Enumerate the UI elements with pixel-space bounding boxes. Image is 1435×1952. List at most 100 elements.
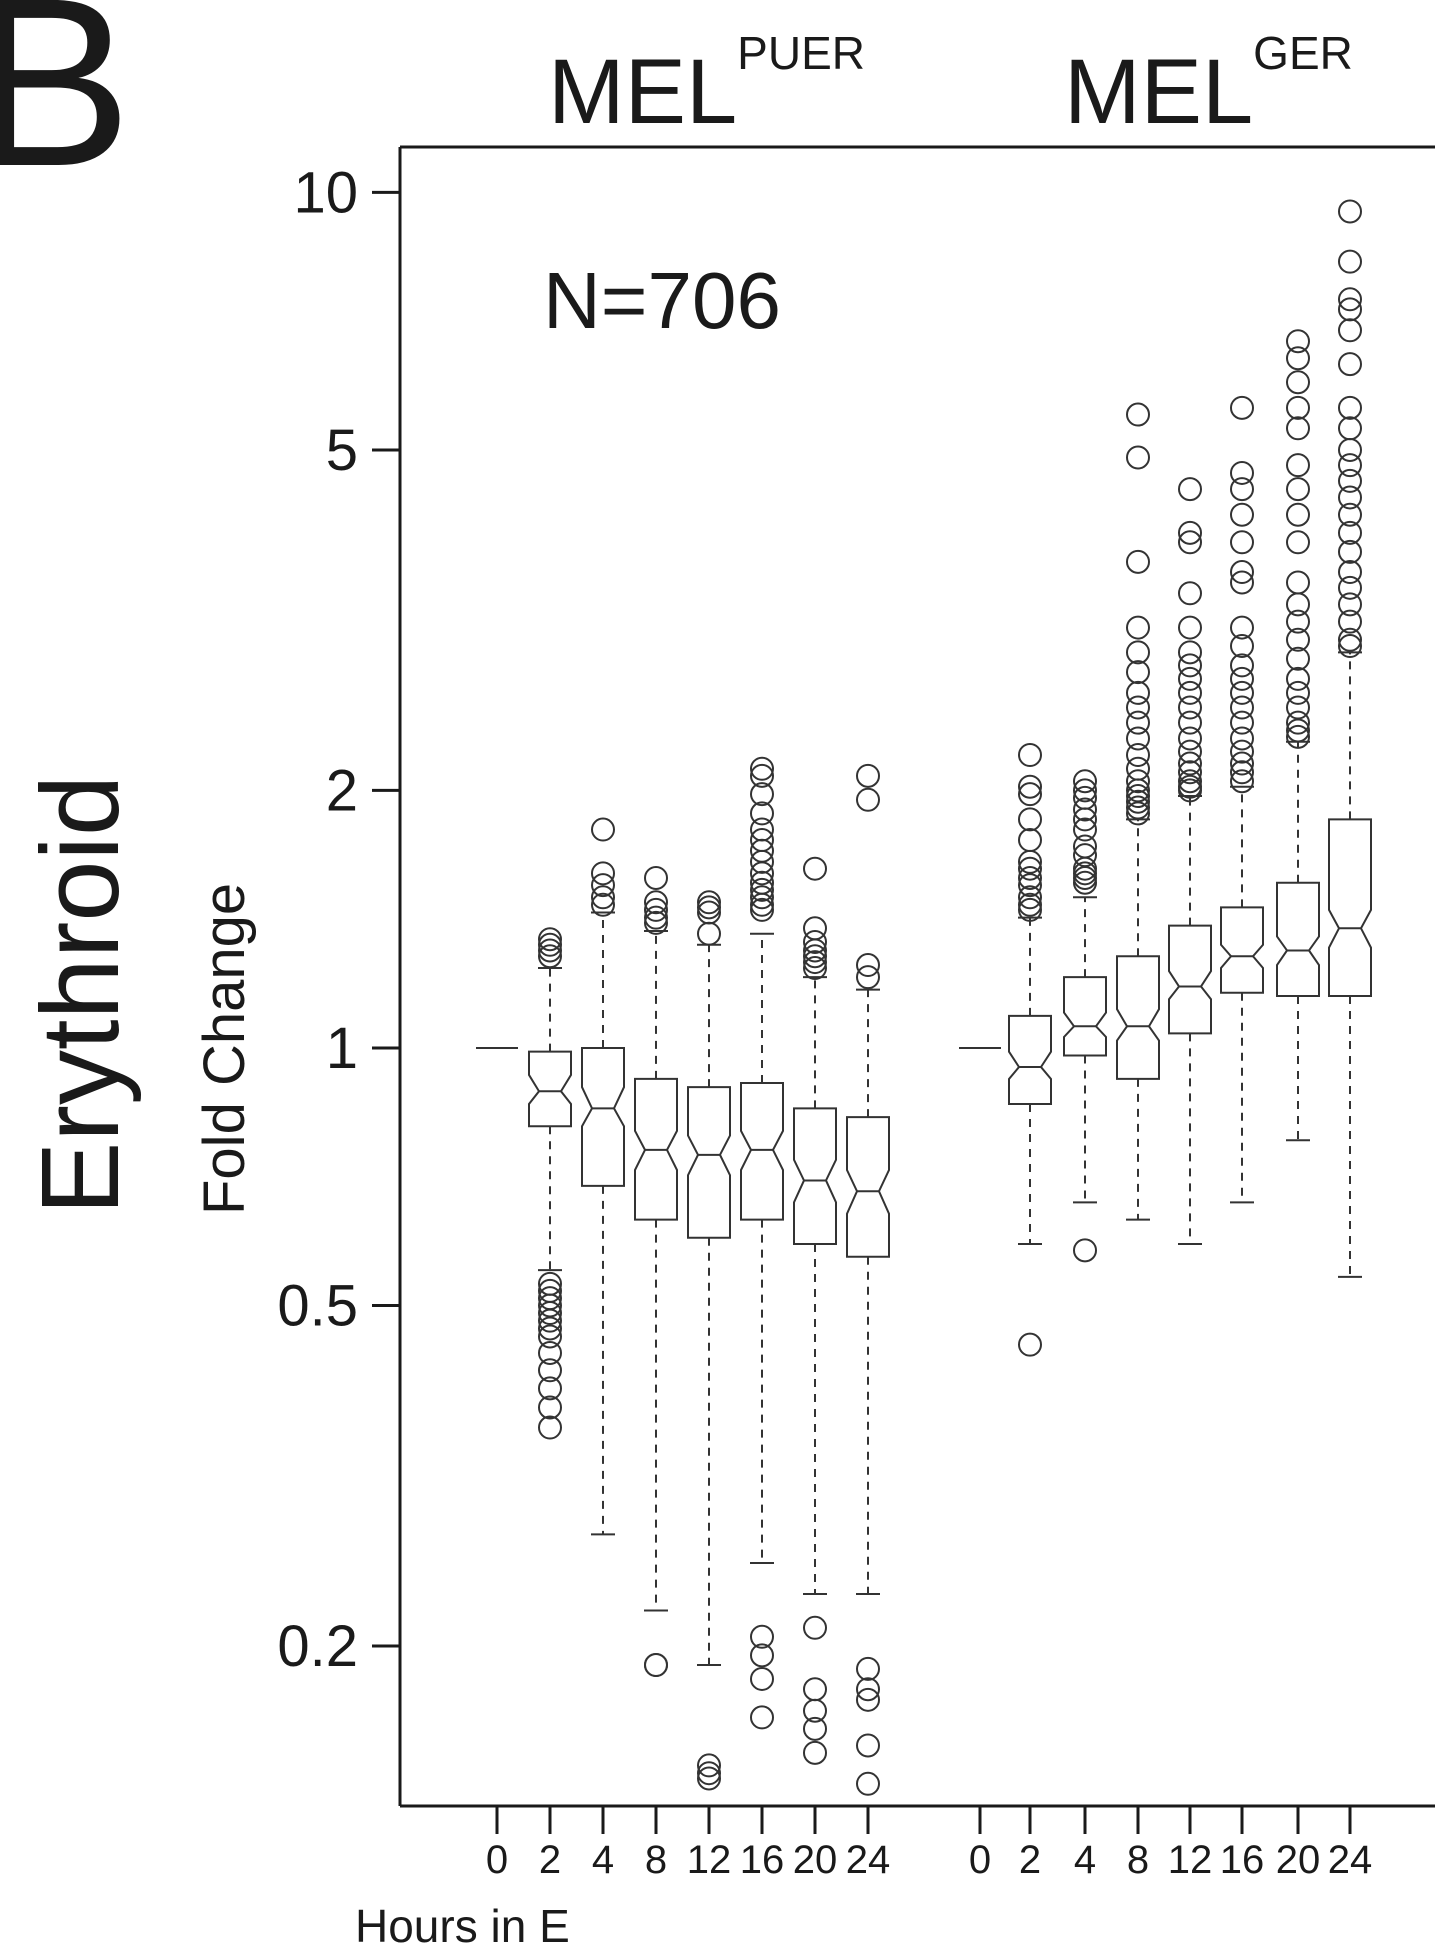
iqr-box <box>740 1081 784 1221</box>
outlier-point <box>1178 710 1202 735</box>
y-tick-label: 10 <box>293 160 358 225</box>
x-axis-ticks: 0 2 4 8 12 16 20 24 0 2 4 8 12 16 20 24 <box>486 1806 1372 1882</box>
outlier-point <box>856 1656 880 1681</box>
box-puer-8 <box>634 865 678 1677</box>
outlier-point <box>1018 849 1042 874</box>
outlier-point <box>1018 892 1042 917</box>
outlier-point <box>1126 695 1150 720</box>
outlier-point <box>644 910 668 935</box>
outlier-point <box>1018 856 1042 881</box>
outlier-point <box>1338 502 1362 527</box>
outlier-point <box>803 944 827 969</box>
x-tick-label: 4 <box>1074 1838 1096 1882</box>
outlier-point <box>697 1753 721 1778</box>
box-ger-8 <box>1116 402 1160 1221</box>
outlier-point <box>1286 570 1310 595</box>
outlier-point <box>1018 807 1042 832</box>
outlier-point <box>538 1376 562 1401</box>
outlier-point <box>697 895 721 920</box>
box-puer-12 <box>687 890 731 1791</box>
outlier-point <box>1230 726 1254 751</box>
outlier-point <box>803 916 827 941</box>
outlier-point <box>1338 318 1362 343</box>
plot-frame <box>398 145 1435 1808</box>
box-puer-16 <box>740 756 784 1730</box>
outlier-point <box>1126 640 1150 665</box>
outlier-point <box>1230 395 1254 420</box>
outlier-point <box>750 1624 774 1649</box>
iqr-box <box>1276 881 1320 998</box>
outlier-point <box>1338 560 1362 585</box>
outlier-point <box>1230 653 1254 678</box>
outlier-point <box>1286 592 1310 617</box>
outlier-point <box>1338 287 1362 312</box>
outlier-point <box>1126 795 1150 820</box>
outlier-point <box>1018 774 1042 799</box>
outlier-point <box>803 929 827 954</box>
iqr-box <box>528 1050 572 1128</box>
group-title-ger-sup: GER <box>1253 27 1353 79</box>
outlier-point <box>591 817 615 842</box>
outlier-point <box>1338 352 1362 377</box>
outlier-point <box>856 1733 880 1758</box>
box-ger-2 <box>1008 742 1052 1357</box>
outlier-point <box>803 1677 827 1702</box>
outlier-point <box>1018 1332 1042 1357</box>
outlier-point <box>1073 856 1097 881</box>
iqr-box <box>1168 924 1212 1035</box>
outlier-point <box>1073 778 1097 803</box>
x-tick-label: 2 <box>539 1838 561 1882</box>
x-axis-title: Hours in E <box>355 1900 570 1952</box>
outlier-point <box>856 1771 880 1796</box>
box-ger-12 <box>1168 477 1212 1245</box>
group-title-ger-base: MEL <box>1064 41 1253 143</box>
outlier-point <box>1338 575 1362 600</box>
outlier-point <box>1338 592 1362 617</box>
outlier-point <box>1286 477 1310 502</box>
outlier-point <box>750 763 774 788</box>
outlier-point <box>803 1698 827 1723</box>
outlier-point <box>750 897 774 922</box>
group-title-puer-sup: PUER <box>737 27 865 79</box>
outlier-point <box>1178 769 1202 794</box>
outlier-point <box>538 1358 562 1383</box>
x-tick-label: 2 <box>1019 1838 1041 1882</box>
outlier-point <box>1286 502 1310 527</box>
outlier-point <box>1230 530 1254 555</box>
outlier-point <box>1286 329 1310 354</box>
outlier-point <box>1338 395 1362 420</box>
outlier-point <box>538 1316 562 1341</box>
outlier-point <box>803 1740 827 1765</box>
outlier-point <box>803 938 827 963</box>
outlier-point <box>803 856 827 881</box>
outlier-point <box>1338 437 1362 462</box>
outlier-point <box>1230 570 1254 595</box>
outlier-point <box>856 763 880 788</box>
outlier-point <box>1338 468 1362 493</box>
outlier-point <box>750 756 774 781</box>
y-tick-label: 0.2 <box>277 1614 358 1679</box>
group-title-puer-base: MEL <box>548 41 737 143</box>
outlier-point <box>1230 710 1254 735</box>
outlier-point <box>1230 680 1254 705</box>
outlier-point <box>750 892 774 917</box>
outlier-point <box>1286 646 1310 671</box>
outlier-point <box>1073 865 1097 890</box>
outlier-point <box>803 1615 827 1640</box>
outlier-point <box>1178 778 1202 803</box>
outlier-point <box>1126 445 1150 470</box>
outlier-point <box>1178 739 1202 764</box>
outlier-point <box>1018 873 1042 898</box>
outlier-point <box>750 1666 774 1691</box>
outlier-point <box>1126 660 1150 685</box>
outlier-point <box>1178 581 1202 606</box>
outlier-point <box>1178 653 1202 678</box>
outlier-point <box>1178 680 1202 705</box>
outlier-point <box>1126 680 1150 705</box>
x-tick-label: 12 <box>1168 1838 1213 1882</box>
outlier-point <box>750 861 774 886</box>
outlier-point <box>1073 870 1097 895</box>
x-tick-label: 20 <box>1276 1838 1321 1882</box>
outlier-point <box>750 849 774 874</box>
outlier-point <box>1126 756 1150 781</box>
